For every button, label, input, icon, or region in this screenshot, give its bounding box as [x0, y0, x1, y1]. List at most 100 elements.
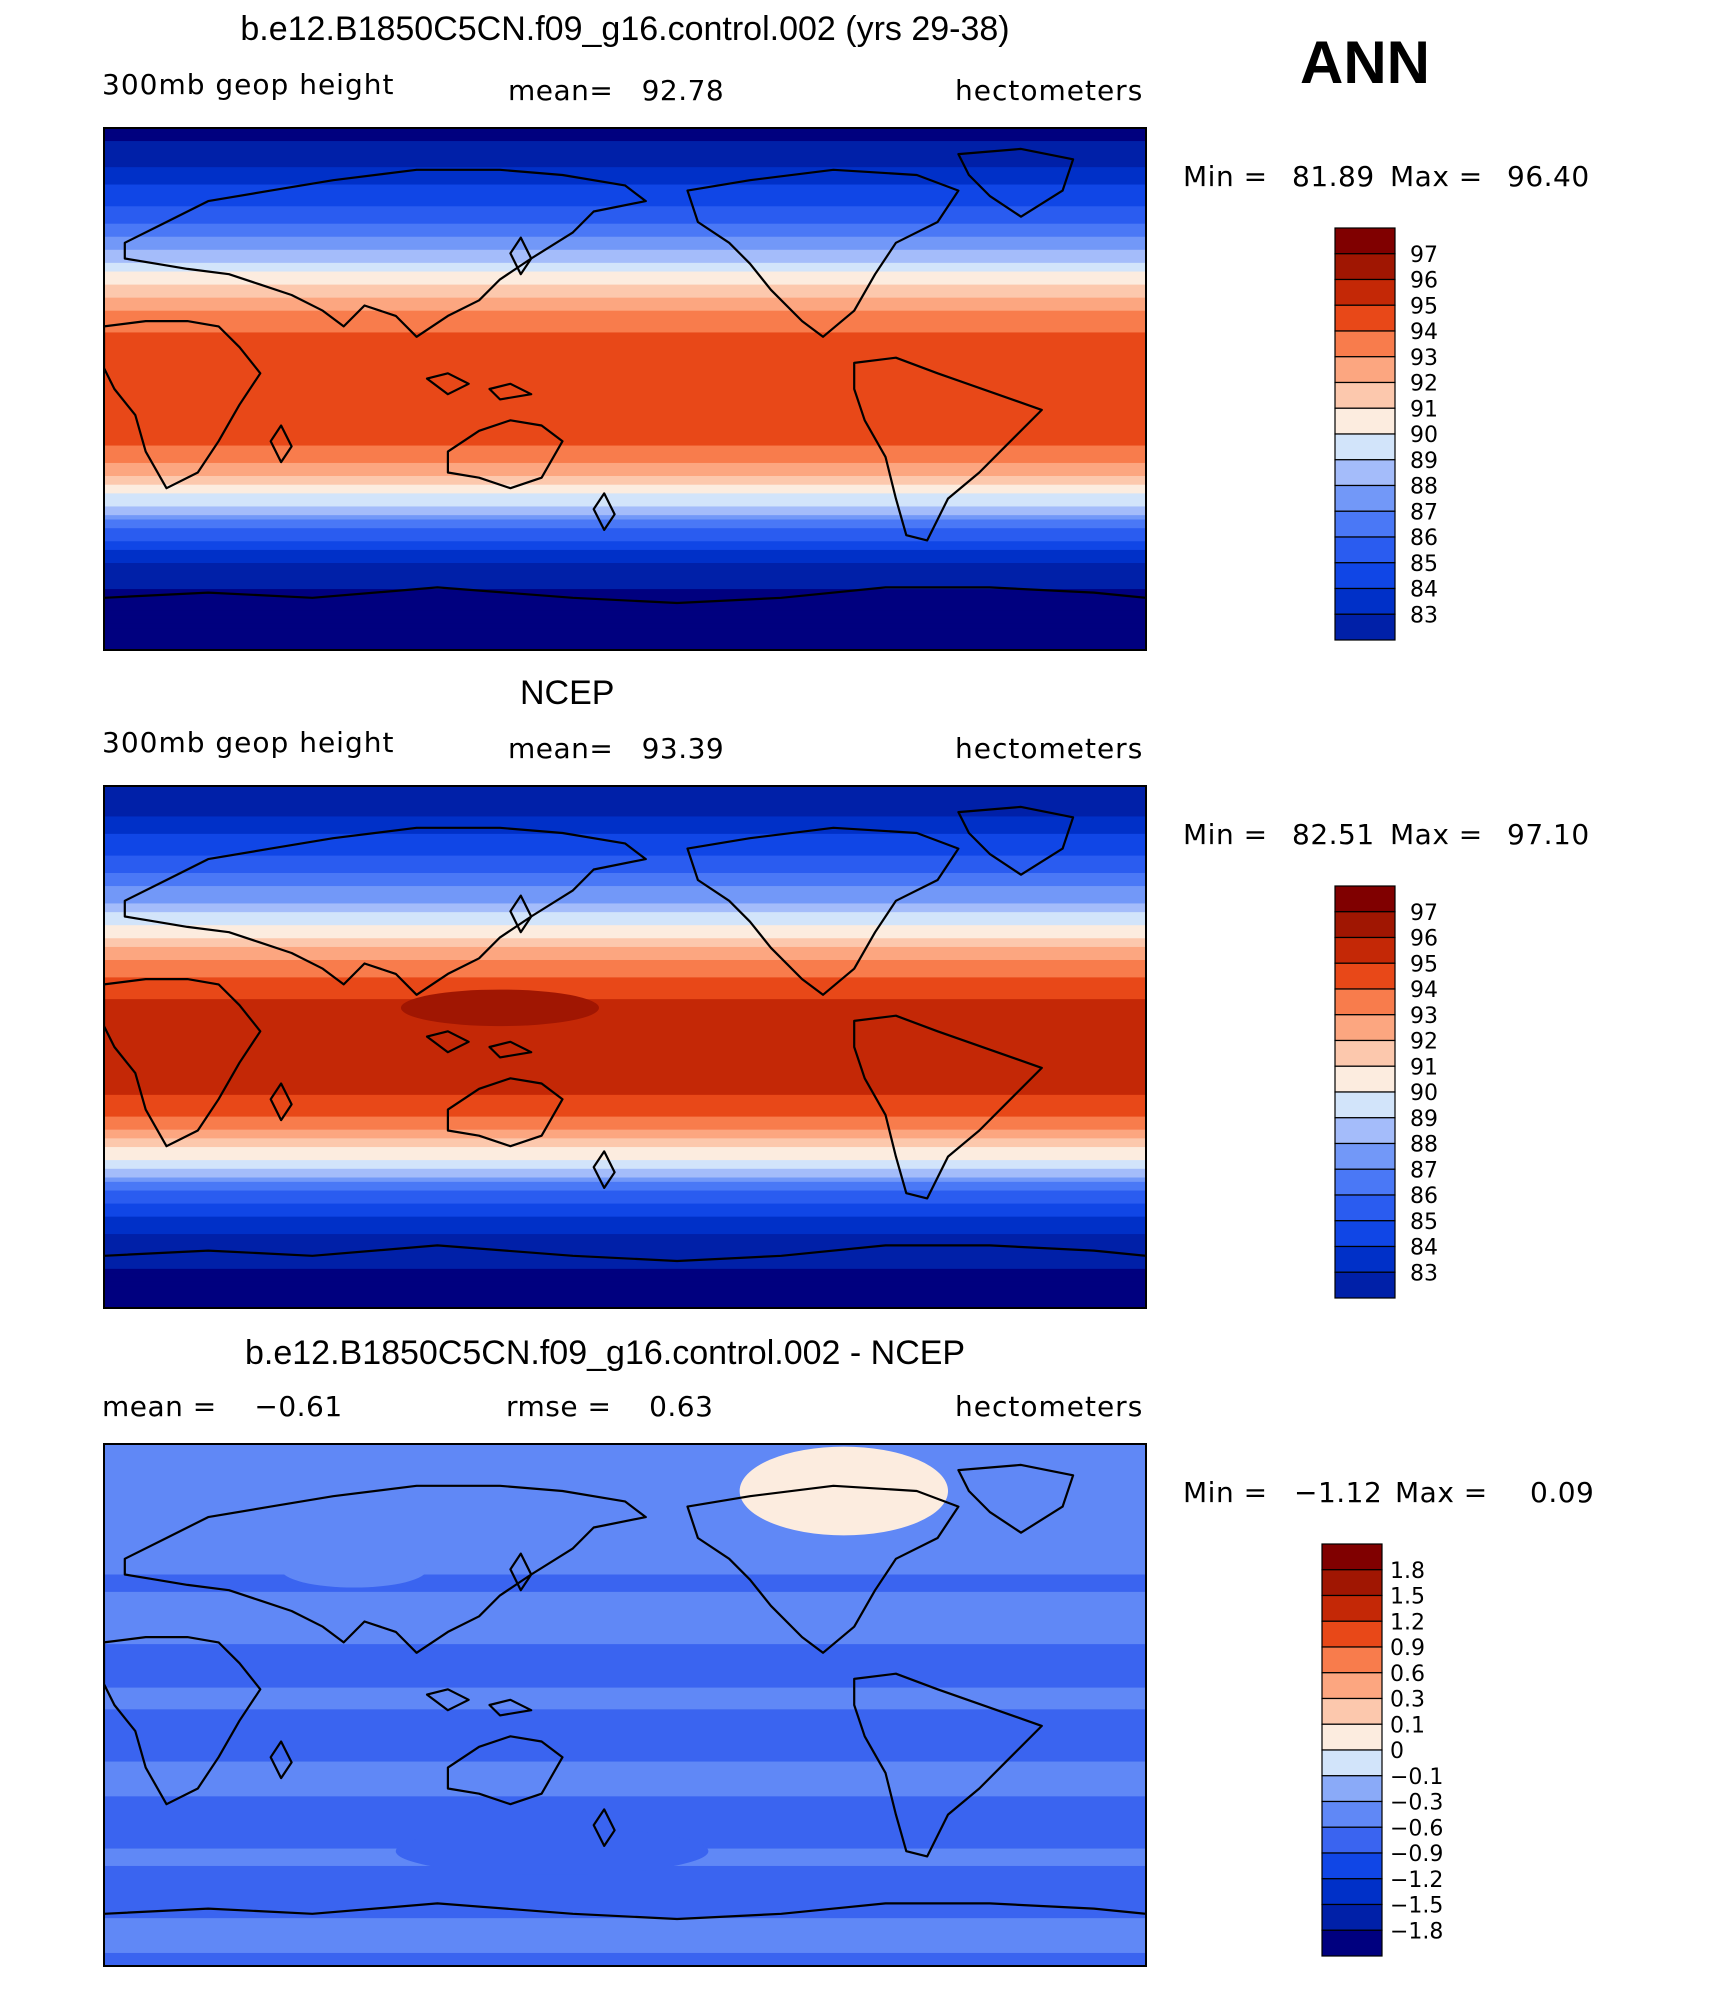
panel2-band — [104, 1033, 1146, 1040]
colorbar-box — [1321, 1697, 1383, 1725]
panel1-band — [104, 563, 1146, 569]
panel3-band — [104, 1883, 1146, 1889]
colorbar-tick-label: −1.2 — [1390, 1868, 1443, 1893]
panel3-band — [104, 1900, 1146, 1906]
colorbar-tick-label: 90 — [1410, 1081, 1438, 1106]
panel3-band — [104, 1444, 1146, 1450]
colorbar-tick-label: 83 — [1410, 603, 1438, 628]
panel2-band — [104, 942, 1146, 948]
panel3-band — [104, 1809, 1146, 1815]
colorbar-box — [1321, 1543, 1383, 1571]
coastline — [592, 1150, 616, 1189]
coastline — [446, 419, 564, 490]
colorbar-box — [1334, 1168, 1396, 1196]
colorbar-tick-label: 90 — [1410, 423, 1438, 448]
colorbar-tick-label: 91 — [1410, 1055, 1438, 1080]
panel1-band — [104, 258, 1146, 264]
panel1-band — [104, 641, 1146, 647]
panel2-band — [104, 1142, 1146, 1148]
coastline — [488, 382, 533, 401]
panel3-band — [104, 1678, 1146, 1685]
colorbar-box — [1334, 381, 1396, 409]
panel3-band — [104, 1770, 1146, 1776]
coastline — [592, 1808, 616, 1847]
panel1-band — [104, 371, 1146, 377]
panel3-band — [104, 1622, 1146, 1628]
panel1-band — [104, 262, 1146, 268]
panel3-band — [104, 1709, 1146, 1715]
panel3-band — [104, 1948, 1146, 1954]
panel3-band — [104, 1557, 1146, 1563]
panel3-band — [104, 1483, 1146, 1489]
panel2-band — [104, 842, 1146, 848]
panel3-band — [104, 1474, 1146, 1480]
panel1-band — [104, 184, 1146, 190]
coastline — [509, 1552, 533, 1592]
panel2-band — [104, 1212, 1146, 1218]
panel3-band — [104, 1774, 1146, 1780]
colorbar-box — [1334, 278, 1396, 306]
eurasia-negative-region — [281, 1551, 428, 1588]
panel1-band — [104, 410, 1146, 416]
colorbar-tick-label: 97 — [1410, 243, 1438, 268]
panel2-band — [104, 1216, 1146, 1222]
panel2-band — [104, 946, 1146, 953]
panel1-band — [104, 580, 1146, 586]
panel1-band — [104, 245, 1146, 251]
panel2-band — [104, 1273, 1146, 1279]
panel2-field — [104, 786, 1146, 1308]
panel1-band — [104, 484, 1146, 490]
panel1-band — [104, 567, 1146, 573]
panel1-band — [104, 636, 1146, 643]
colorbar-tick-label: 85 — [1410, 1210, 1438, 1235]
panel2-band — [104, 1086, 1146, 1092]
panel1-band — [104, 593, 1146, 599]
panel3-mean-label: mean = −0.61 — [102, 1390, 343, 1423]
panel3-band — [104, 1909, 1146, 1915]
panel1-mean-label: mean= 92.78 — [508, 74, 725, 107]
panel3-band — [104, 1635, 1146, 1641]
panel3-band — [104, 1448, 1146, 1454]
panel3-band — [104, 1765, 1146, 1772]
panel2-variable-label: 300mb geop height — [102, 726, 395, 759]
panel2-band — [104, 1112, 1146, 1118]
panel2-band — [104, 999, 1146, 1005]
colorbar-tick-label: 95 — [1410, 294, 1438, 319]
panel2-band — [104, 929, 1146, 935]
panel1-band — [104, 645, 1146, 650]
colorbar-tick-label: −1.5 — [1390, 1894, 1443, 1919]
panel2-band — [104, 1077, 1146, 1083]
colorbar-box — [1321, 1646, 1383, 1674]
colorbar-tick-label: 89 — [1410, 449, 1438, 474]
panel2-min-label: Min = — [1183, 818, 1268, 851]
panel1-band — [104, 445, 1146, 451]
panel1-band — [104, 510, 1146, 516]
panel2-band — [104, 912, 1146, 918]
panel1-band — [104, 162, 1146, 168]
panel3-band — [104, 1613, 1146, 1619]
panel2-band — [104, 1290, 1146, 1296]
panel1-band — [104, 293, 1146, 299]
panel2-band — [104, 873, 1146, 879]
panel1-variable-label: 300mb geop height — [102, 68, 395, 101]
colorbar-tick-label: −1.8 — [1390, 1919, 1443, 1944]
panel2-band — [104, 1186, 1146, 1192]
panel3-band — [104, 1691, 1146, 1698]
panel3-band — [104, 1952, 1146, 1959]
colorbar-tick-label: 0.3 — [1390, 1688, 1425, 1713]
panel3-band — [104, 1500, 1146, 1506]
panel1-band — [104, 197, 1146, 203]
panel1-band — [104, 384, 1146, 390]
coastline — [509, 894, 533, 934]
panel3-band — [104, 1696, 1146, 1702]
coastline — [446, 1735, 564, 1806]
panel2-band — [104, 829, 1146, 835]
colorbar-tick-label: −0.6 — [1390, 1816, 1443, 1841]
colorbar-tick-label: 0.1 — [1390, 1713, 1425, 1738]
panel1-band — [104, 145, 1146, 151]
panel1-band — [104, 128, 1146, 134]
coastline — [269, 424, 293, 464]
panel2-band — [104, 955, 1146, 961]
panel1-coastlines — [104, 147, 1146, 605]
